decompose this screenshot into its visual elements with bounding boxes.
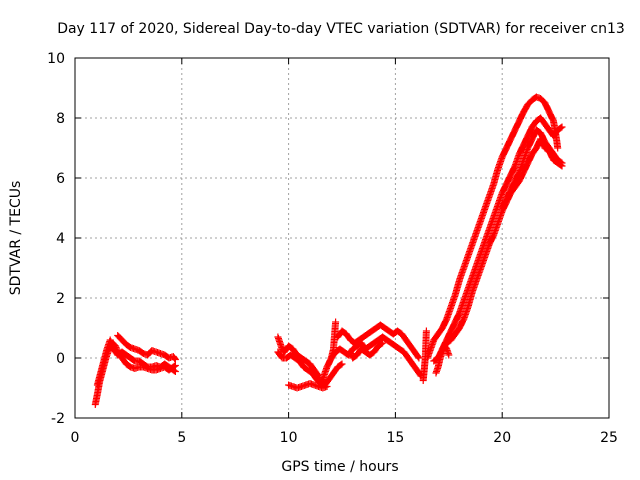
y-tick-label: 0 (56, 351, 65, 367)
x-axis-label: GPS time / hours (281, 459, 398, 475)
data-point-marks (334, 321, 423, 362)
data-point-marks (114, 332, 179, 363)
plot-frame (74, 57, 610, 419)
x-tick-label: 10 (280, 430, 298, 446)
x-tick-label: 20 (493, 430, 511, 446)
data-point-marks (274, 348, 346, 389)
y-tick-label: 2 (56, 291, 65, 307)
data-point-marks (423, 93, 562, 362)
y-tick-label: -2 (51, 411, 65, 427)
x-tick-label: 25 (600, 430, 618, 446)
data-series (91, 93, 566, 408)
x-tick-label: 5 (177, 430, 186, 446)
x-tick-label: 15 (386, 430, 404, 446)
y-tick-label: 8 (56, 111, 65, 127)
data-point-marks (430, 114, 566, 365)
series-cn13 (91, 93, 566, 408)
data-point-marks (347, 339, 387, 362)
data-point-marks (498, 126, 566, 212)
y-tick-label: 10 (47, 51, 65, 67)
y-axis-label: SDTVAR / TECUs (8, 181, 24, 296)
y-tick-label: 6 (56, 171, 65, 187)
chart-title: Day 117 of 2020, Sidereal Day-to-day VTE… (57, 21, 625, 37)
data-point-marks (93, 336, 179, 389)
axis-ticks: 0 5 10 15 20 25 -2 0 2 4 6 8 10 (47, 51, 618, 446)
data-point-marks (432, 342, 453, 377)
y-tick-label: 4 (56, 231, 65, 247)
x-tick-label: 0 (71, 430, 80, 446)
data-point-marks (285, 380, 331, 392)
